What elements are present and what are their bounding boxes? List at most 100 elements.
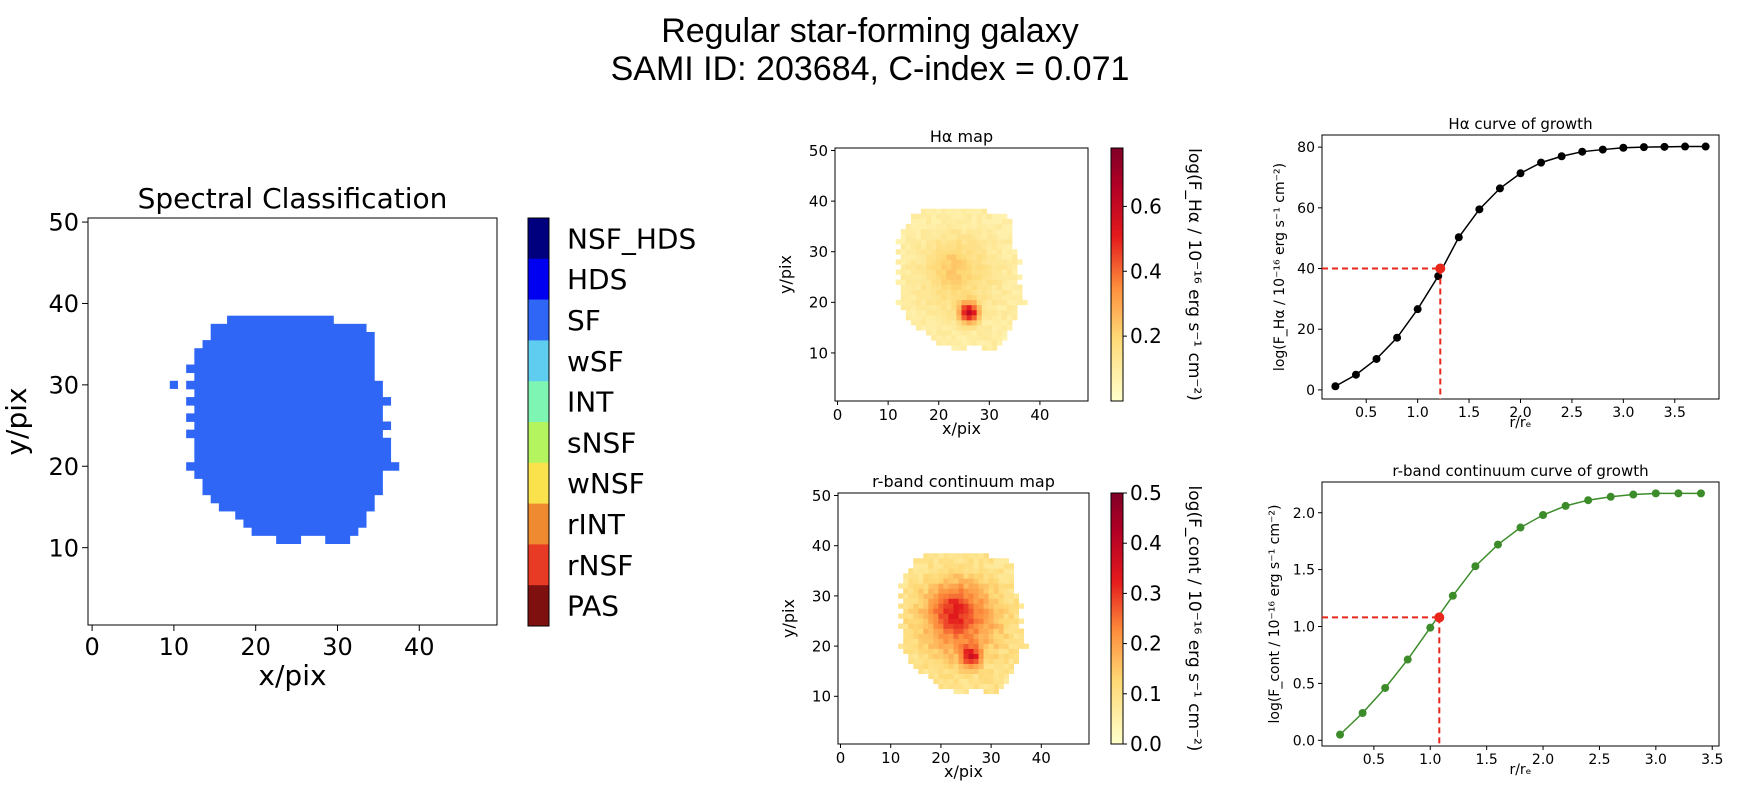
ha-map-pixel xyxy=(900,228,907,235)
cont-map-pixel xyxy=(978,593,984,599)
ha-map-pixel xyxy=(1001,249,1008,255)
cont-map-pixel xyxy=(958,608,964,614)
ha-map-pixel xyxy=(946,269,952,275)
cont-map-pixel xyxy=(963,593,969,599)
cont-map-pixel xyxy=(1013,613,1020,619)
cont-map-pixel xyxy=(983,553,989,559)
ha-map-pixel xyxy=(961,304,967,311)
ha-map-pixel xyxy=(976,320,983,326)
cont-map-pixel xyxy=(993,588,999,594)
ha-map-pixel xyxy=(921,314,927,321)
cont-map-pixel xyxy=(973,553,979,559)
cont-map-pixel xyxy=(978,658,984,664)
ha-map-pixel xyxy=(1017,274,1023,280)
cont-map-pixel xyxy=(938,583,944,589)
ha-map-pixel xyxy=(1012,284,1018,290)
cont-map-pixel xyxy=(913,613,919,619)
ha-map-pixel xyxy=(900,294,907,301)
cont-map-pixel xyxy=(1018,603,1025,609)
ha-map-pixel xyxy=(976,208,983,215)
ha-map-pixel xyxy=(941,264,947,270)
class-title: Spectral Classification xyxy=(138,182,448,215)
cont-map-pixel xyxy=(928,578,934,584)
cont-map-pixel xyxy=(973,678,979,685)
ha-map-pixel xyxy=(1007,259,1013,265)
ha-map-pixel xyxy=(956,259,962,265)
ha-map-pixel xyxy=(976,244,983,250)
cont-map-pixel xyxy=(948,578,954,584)
cont-map-pixel xyxy=(968,663,974,669)
cont-map-pixel xyxy=(998,573,1004,579)
cont-map-pixel xyxy=(913,653,919,659)
ha-map-pixel xyxy=(1007,249,1013,255)
cont-map-pixel xyxy=(948,638,954,644)
cont-map-pixel xyxy=(958,668,964,675)
cont-map-pixel xyxy=(1013,618,1020,624)
ha-map-pixel xyxy=(936,289,942,296)
ha-map-pixel xyxy=(910,259,917,265)
ha-map-pixel xyxy=(941,304,947,311)
cont-map-pixel xyxy=(973,573,979,579)
ha-map-pixel xyxy=(961,213,967,220)
ha-map-pixel xyxy=(986,218,993,225)
figure-title-line1: Regular star-forming galaxy xyxy=(661,12,1079,50)
cont-map-pixel xyxy=(943,673,949,680)
ha-map-pixel xyxy=(951,299,957,306)
ha-growth-xtick-label: 1.0 xyxy=(1407,405,1429,421)
cont-map-pixel xyxy=(953,688,959,695)
ha-map-pixel xyxy=(981,309,988,316)
ha-map-pixel xyxy=(921,284,927,290)
ha-map-pixel xyxy=(926,314,932,321)
ha-map-pixel xyxy=(915,309,922,316)
ha-map-pixel xyxy=(921,320,927,326)
cont-map-pixel xyxy=(968,623,974,629)
cont-map-pixel xyxy=(1013,593,1020,599)
cont-map-pixel xyxy=(973,568,979,574)
cont-map-pixel xyxy=(988,568,994,574)
ha-map-pixel xyxy=(1022,299,1028,306)
cont-map-pixel xyxy=(1008,598,1014,604)
ha-map-pixel xyxy=(946,325,952,331)
cont-map-colorbar-tick-label: 0.0 xyxy=(1130,732,1162,756)
cont-map-pixel xyxy=(988,563,994,569)
ha-map-pixel xyxy=(981,239,988,245)
ha-map-ytick-label: 20 xyxy=(809,294,828,312)
ha-map-pixel xyxy=(991,320,998,326)
cont-map-pixel xyxy=(903,633,909,639)
ha-map-pixel xyxy=(956,244,962,250)
cont-map-pixel xyxy=(933,678,939,685)
ha-map-pixel xyxy=(956,269,962,275)
cont-map-pixel xyxy=(928,653,934,659)
cont-map-pixel xyxy=(913,593,919,599)
ha-map-pixel xyxy=(910,234,917,240)
cont-map-pixel xyxy=(963,653,969,659)
ha-map-pixel xyxy=(1012,299,1018,306)
class-map-row xyxy=(186,397,392,406)
ha-map-pixel xyxy=(986,254,993,260)
cont-map-pixel xyxy=(953,578,959,584)
cont-map-pixel xyxy=(1008,608,1014,614)
ha-map-pixel xyxy=(946,284,952,290)
cont-map-pixel xyxy=(993,573,999,579)
ha-map-pixel xyxy=(910,294,917,301)
ha-map-pixel xyxy=(931,223,937,230)
cont-map-pixel xyxy=(993,633,999,639)
ha-growth-xtick-label: 2.0 xyxy=(1509,405,1531,421)
class-map-row xyxy=(194,348,375,357)
cont-map-pixel xyxy=(998,638,1004,644)
class-map-row xyxy=(194,405,383,414)
cont-map-pixel xyxy=(933,653,939,659)
cont-map-pixel xyxy=(978,573,984,579)
ha-map-pixel xyxy=(1001,314,1008,321)
ha-map-pixel xyxy=(931,279,937,285)
ha-growth-ytick-label: 40 xyxy=(1297,262,1315,278)
ha-map-pixel xyxy=(996,294,1003,301)
ha-map-pixel xyxy=(951,218,957,225)
cont-map-pixel xyxy=(1003,678,1009,685)
ha-map-pixel xyxy=(921,244,927,250)
class-ytick-label: 40 xyxy=(48,290,79,318)
cont-map-pixel xyxy=(923,653,929,659)
cont-map-pixel xyxy=(943,563,949,569)
cont-map-pixel xyxy=(968,573,974,579)
cont-map-pixel xyxy=(903,613,909,619)
